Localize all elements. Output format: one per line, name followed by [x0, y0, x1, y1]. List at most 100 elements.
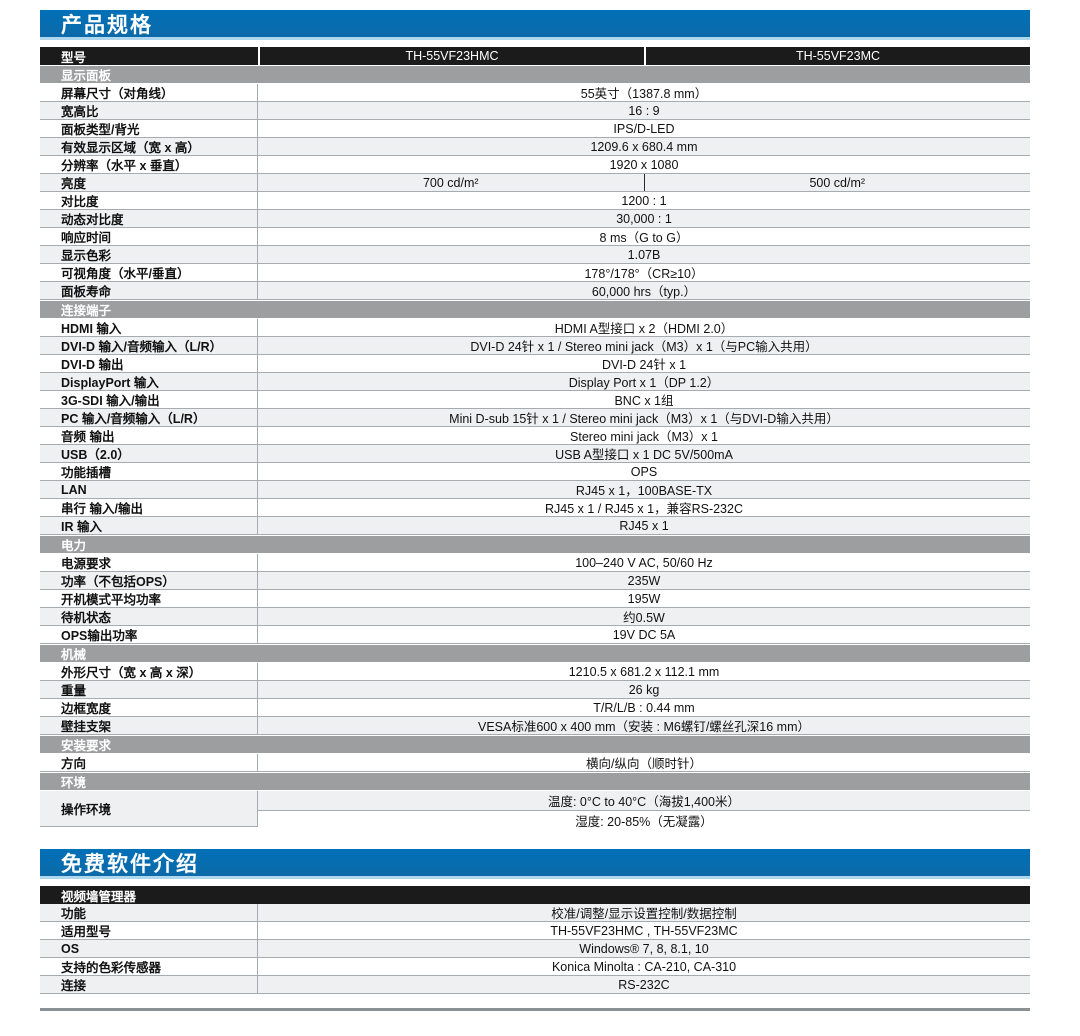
spec-row: HDMI 输入 HDMI A型接口 x 2（HDMI 2.0） [40, 319, 1030, 337]
spec-row: 开机模式平均功率 195W [40, 590, 1030, 608]
spec-row-value: RJ45 x 1 / RJ45 x 1，兼容RS-232C [545, 502, 743, 516]
spec-row-label: 外形尺寸（宽 x 高 x 深） [40, 663, 258, 680]
software-subsection-header: 视频墙管理器 [40, 886, 1030, 904]
spec-row: 边框宽度 T/R/L/B : 0.44 mm [40, 699, 1030, 717]
section-header: 电力 [40, 536, 1030, 553]
spec-row: OS Windows® 7, 8, 8.1, 10 [40, 940, 1030, 958]
spec-row-value: 55英寸（1387.8 mm） [580, 87, 708, 101]
spec-row-label: 可视角度（水平/垂直） [40, 264, 258, 281]
spec-row-value: 19V DC 5A [612, 627, 676, 642]
spec-row-label: IR 输入 [40, 517, 258, 534]
model-header-row: 型号 TH-55VF23HMC TH-55VF23MC [40, 47, 1030, 65]
product-spec-title: 产品规格 [61, 13, 153, 37]
spec-row: 壁挂支架 VESA标准600 x 400 mm（安装 : M6螺钉/螺丝孔深16 … [40, 717, 1030, 735]
spec-row-label: 方向 [40, 754, 258, 771]
spec-row: IR 输入 RJ45 x 1 [40, 517, 1030, 535]
model-name-1: TH-55VF23HMC [260, 47, 644, 65]
spec-row: 音频 输出 Stereo mini jack（M3）x 1 [40, 427, 1030, 445]
spec-row-label: 操作环境 [40, 791, 258, 826]
spec-row: 有效显示区域（宽 x 高） 1209.6 x 680.4 mm [40, 138, 1030, 156]
spec-row-value: 26 kg [628, 682, 660, 697]
spec-row: 功能 校准/调整/显示设置控制/数据控制 [40, 904, 1030, 922]
spec-row-value: 60,000 hrs（typ.） [591, 285, 697, 299]
spec-row: 面板寿命 60,000 hrs（typ.） [40, 282, 1030, 300]
free-software-banner: 免费软件介绍 [40, 849, 1030, 879]
spec-row-label: 功能 [40, 904, 258, 921]
spec-row-label: 待机状态 [40, 608, 258, 625]
spec-row: 屏幕尺寸（对角线） 55英寸（1387.8 mm） [40, 84, 1030, 102]
spec-row-value: 1920 x 1080 [609, 157, 679, 172]
spec-row-value: 约0.5W [623, 611, 665, 625]
spec-row-value: 178°/178°（CR≥10） [584, 267, 704, 281]
spec-row-label: OS [40, 940, 258, 957]
spec-row-label: DVI-D 输出 [40, 355, 258, 372]
spec-row-value: DVI-D 24针 x 1 [601, 358, 687, 372]
spec-row-value: 校准/调整/显示设置控制/数据控制 [551, 907, 737, 921]
spec-row: LAN RJ45 x 1，100BASE-TX [40, 481, 1030, 499]
spec-row-value: 8 ms（G to G） [599, 231, 689, 245]
spec-row: 3G-SDI 输入/输出 BNC x 1组 [40, 391, 1030, 409]
spec-row-value: RJ45 x 1，100BASE-TX [575, 484, 713, 498]
spec-row-label: LAN [40, 481, 258, 498]
spec-row: 待机状态 约0.5W [40, 608, 1030, 626]
spec-row-label: DisplayPort 输入 [40, 373, 258, 390]
spec-table-body: 显示面板 屏幕尺寸（对角线） 55英寸（1387.8 mm） 宽高比 16 : 9 面板类… [40, 66, 1030, 830]
spec-row: 操作环境 温度: 0°C to 40°C（海拔1,400米） 湿度: 20-85%（… [40, 791, 1030, 830]
spec-row-label: 适用型号 [40, 922, 258, 939]
spec-row-value: T/R/L/B : 0.44 mm [593, 700, 695, 715]
spec-row: 功率（不包括OPS） 235W [40, 572, 1030, 590]
spec-row: 可视角度（水平/垂直） 178°/178°（CR≥10） [40, 264, 1030, 282]
spec-row-value: 1209.6 x 680.4 mm [590, 139, 698, 154]
spec-row-value: 横向/纵向（顺时针） [586, 757, 702, 771]
spec-row-label: 壁挂支架 [40, 717, 258, 734]
spec-row-label: OPS输出功率 [40, 626, 258, 643]
spec-row: 亮度 700 cd/m² 500 cd/m² [40, 174, 1030, 192]
spec-row: 支持的色彩传感器 Konica Minolta : CA-210, CA-310 [40, 958, 1030, 976]
spec-row: DisplayPort 输入 Display Port x 1（DP 1.2） [40, 373, 1030, 391]
spec-row: 动态对比度 30,000 : 1 [40, 210, 1030, 228]
spec-row-value: 195W [627, 591, 661, 606]
spec-row-value: Windows® 7, 8, 8.1, 10 [579, 941, 709, 956]
spec-row-label: 屏幕尺寸（对角线） [40, 84, 258, 101]
spec-row: 响应时间 8 ms（G to G） [40, 228, 1030, 246]
spec-row: 重量 26 kg [40, 681, 1030, 699]
spec-row: 功能插槽 OPS [40, 463, 1030, 481]
spec-row: 外形尺寸（宽 x 高 x 深） 1210.5 x 681.2 x 112.1 mm [40, 663, 1030, 681]
spec-row-value: 温度: 0°C to 40°C（海拔1,400米） [258, 791, 1030, 811]
spec-row: 适用型号 TH-55VF23HMC , TH-55VF23MC [40, 922, 1030, 940]
section-header: 显示面板 [40, 66, 1030, 83]
spec-row-label: 动态对比度 [40, 210, 258, 227]
spec-row-value: DVI-D 24针 x 1 / Stereo mini jack（M3）x 1（… [470, 340, 818, 354]
spec-row-value: 湿度: 20-85%（无凝露） [258, 811, 1030, 830]
spec-row-label: 支持的色彩传感器 [40, 958, 258, 975]
spec-row-value: RS-232C [618, 977, 670, 992]
spec-row-value: IPS/D-LED [613, 121, 675, 136]
bottom-divider [40, 1008, 1030, 1011]
spec-row-value: Stereo mini jack（M3）x 1 [570, 430, 718, 444]
spec-row-value: VESA标准600 x 400 mm（安装 : M6螺钉/螺丝孔深16 mm） [477, 720, 810, 734]
section-header: 连接端子 [40, 301, 1030, 318]
spec-row-label: 重量 [40, 681, 258, 698]
software-table-body: 功能 校准/调整/显示设置控制/数据控制 适用型号 TH-55VF23HMC , TH… [40, 904, 1030, 994]
spec-row-label: USB（2.0） [40, 445, 258, 462]
spec-row-label: HDMI 输入 [40, 319, 258, 336]
spec-row-label: 开机模式平均功率 [40, 590, 258, 607]
spec-row-value: USB A型接口 x 1 DC 5V/500mA [555, 448, 733, 462]
spec-row-label: 亮度 [40, 174, 258, 191]
spec-row-value: 16 : 9 [628, 103, 660, 118]
spec-row-value: Mini D-sub 15针 x 1 / Stereo mini jack（M3… [449, 412, 839, 426]
spec-row-value: BNC x 1组 [614, 394, 674, 408]
spec-row-value: Konica Minolta : CA-210, CA-310 [551, 959, 737, 974]
spec-row-label: 3G-SDI 输入/输出 [40, 391, 258, 408]
spec-row-label: 分辨率（水平 x 垂直） [40, 156, 258, 173]
spec-row-value: HDMI A型接口 x 2（HDMI 2.0） [554, 322, 734, 336]
spec-row-label: 响应时间 [40, 228, 258, 245]
spec-row-value: OPS [630, 464, 658, 479]
free-software-title: 免费软件介绍 [61, 852, 199, 876]
spec-row-label: 显示色彩 [40, 246, 258, 263]
spec-row-value: 30,000 : 1 [616, 211, 672, 226]
spec-row-label: DVI-D 输入/音频输入（L/R） [40, 337, 258, 354]
spec-row: USB（2.0） USB A型接口 x 1 DC 5V/500mA [40, 445, 1030, 463]
spec-row-value: RJ45 x 1 [619, 518, 669, 533]
spec-row-value: 1.07B [627, 247, 661, 262]
